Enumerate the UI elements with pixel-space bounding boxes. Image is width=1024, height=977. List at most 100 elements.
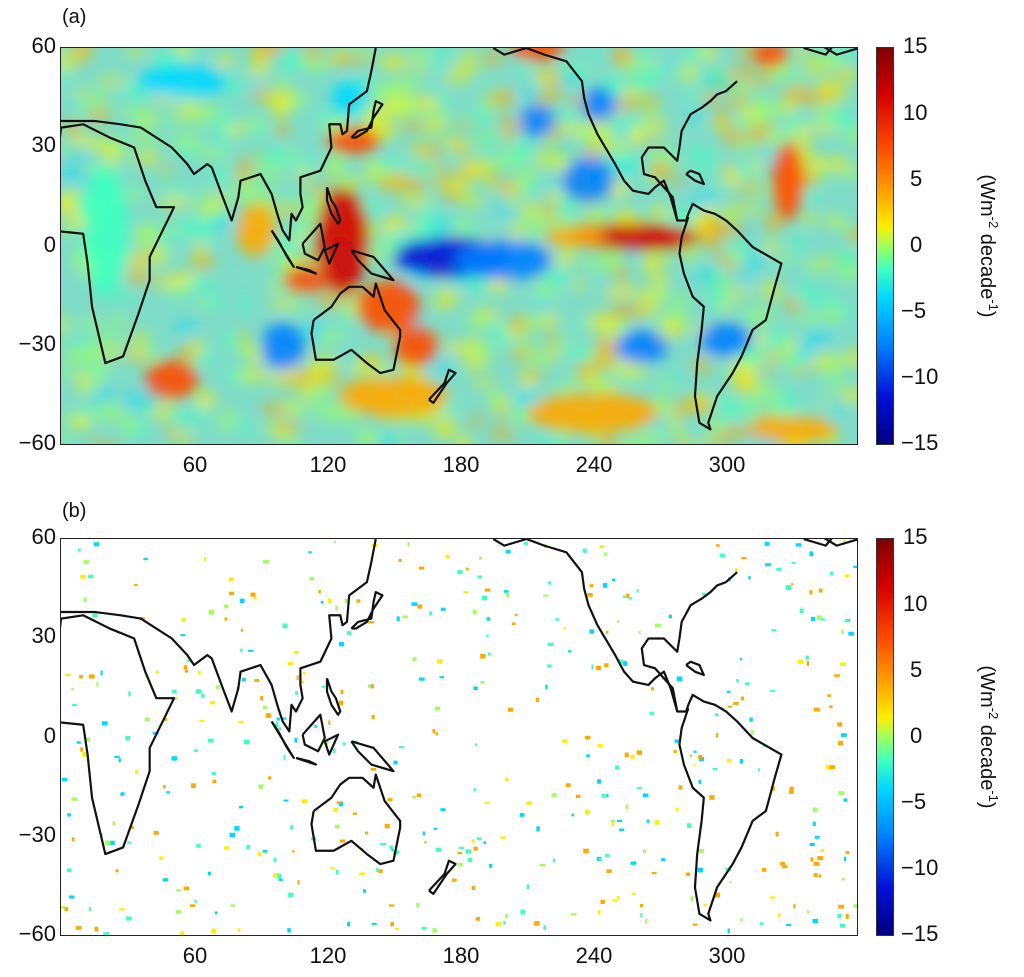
significant-cell [812,821,816,827]
significant-cell [675,807,679,812]
significant-cell [254,679,260,682]
significant-cell [587,593,593,597]
significant-cell [393,760,398,765]
trend-noise [726,82,746,98]
trend-noise [672,177,686,188]
trend-noise [578,127,604,142]
trend-noise [252,150,277,165]
trend-noise [782,387,796,398]
trend-noise [377,174,408,193]
trend-noise [795,140,812,159]
significant-cell [282,623,288,629]
significant-cell [624,752,629,758]
significant-cell [654,820,660,825]
trend-noise [806,329,834,345]
significant-cell [224,617,228,621]
significant-cell [495,922,502,927]
trend-noise [194,390,215,407]
significant-cell [191,783,196,789]
trend-noise [683,147,716,160]
trend-noise [524,354,552,367]
trend-noise [275,204,305,216]
significant-cell [843,539,847,544]
significant-cell [719,553,726,558]
significant-cell [622,661,628,666]
significant-cell [281,717,287,720]
significant-cell [534,921,540,926]
significant-cell [750,730,754,735]
significant-cell [412,795,417,799]
significant-cell [422,831,426,836]
significant-cell [162,878,169,882]
trend-noise [762,213,786,232]
significant-cell [378,869,383,874]
significant-cell [452,878,457,882]
trend-noise [507,139,534,159]
significant-cell [287,928,291,933]
coastline-2 [310,773,402,866]
trend-noise [163,410,188,427]
significant-cell [630,755,635,759]
significant-cell [102,721,108,726]
coastline-10 [428,368,457,404]
trend-noise [707,396,740,409]
y-tick-0: 0 [43,723,56,748]
trend-noise [710,181,726,191]
trend-noise [515,166,537,186]
significant-cell [275,873,282,879]
trend-noise [275,76,289,87]
significant-cell [370,684,374,689]
trend-noise [158,195,191,210]
significant-cell [486,617,491,621]
significant-cell [601,794,607,798]
significant-cell [547,664,552,668]
trend-noise [329,55,356,67]
trend-blob-17 [331,81,367,115]
significant-cell [543,594,549,597]
significant-cell [61,777,68,782]
trend-noise [343,356,358,367]
significant-cell [418,566,425,570]
coastline-5 [301,222,326,262]
trend-noise [155,225,181,235]
trend-noise [421,117,447,135]
significant-cell [228,577,234,582]
significant-cell [336,801,341,804]
significant-cell [714,713,719,717]
trend-noise [275,426,291,436]
significant-cell [398,558,402,562]
significant-cell [642,793,649,798]
trend-noise [400,176,429,193]
significant-cell [88,674,95,679]
significant-cell [690,896,694,902]
significant-cell [268,776,272,780]
significant-cell [733,701,739,705]
trend-noise [468,276,493,293]
significant-cell [402,615,408,619]
significant-cell [778,912,781,918]
significant-cell [240,628,244,632]
significant-cell [524,541,528,546]
significant-cell [799,608,804,614]
trend-noise [554,157,568,175]
trend-noise [587,50,601,62]
significant-cell [591,664,594,670]
trend-noise [194,240,207,260]
trend-noise [478,132,491,142]
cbar-tick-neg5: −5 [901,789,927,814]
trend-noise [450,62,481,74]
significant-cell [838,791,844,796]
significant-cell [96,682,99,687]
trend-noise [776,252,794,263]
trend-blob-7 [327,127,381,155]
trend-noise [232,421,260,432]
trend-noise [542,201,558,220]
trend-noise [238,295,252,314]
significant-cell [814,835,820,839]
significant-cell [749,717,753,722]
significant-cell [69,895,75,899]
trend-noise [406,160,438,174]
trend-noise [800,55,832,75]
significant-cell [506,592,510,598]
significant-cell [702,592,706,596]
